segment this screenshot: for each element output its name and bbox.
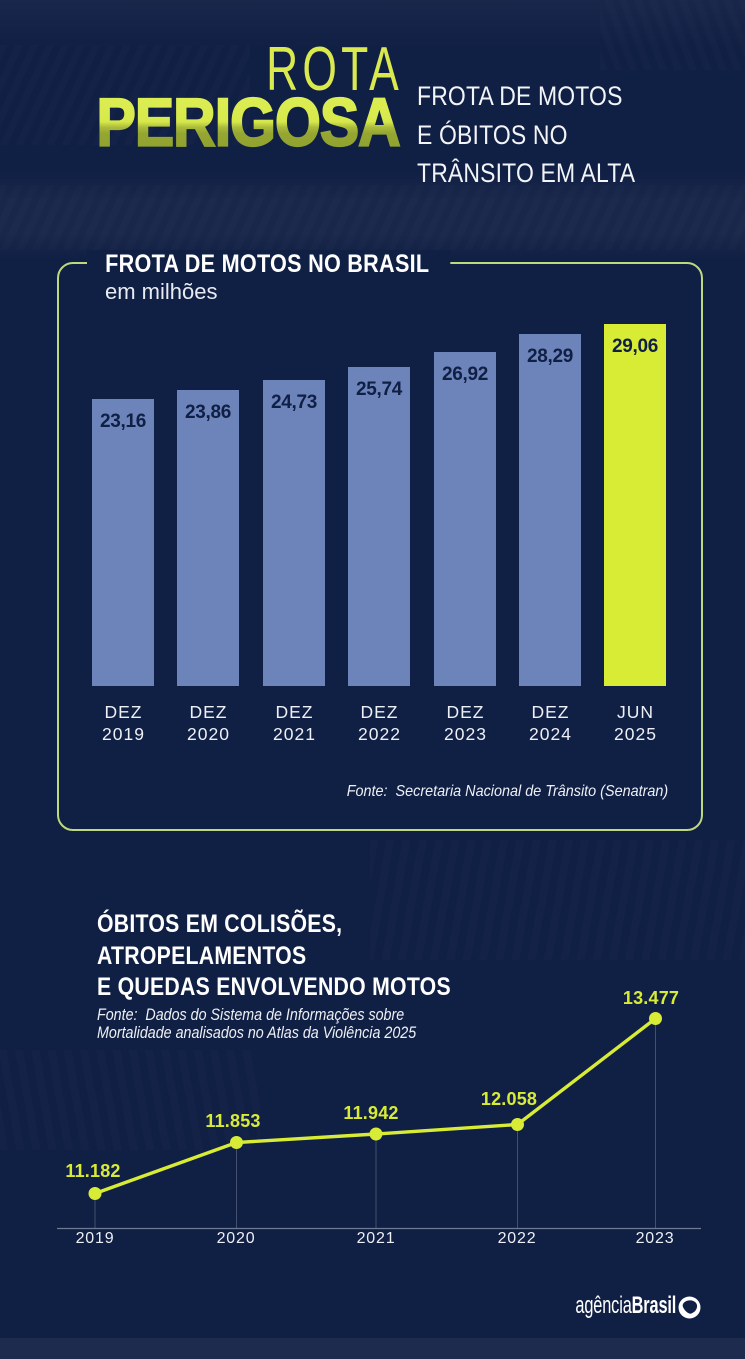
svg-text:PERIGOSA: PERIGOSA [97, 86, 400, 161]
